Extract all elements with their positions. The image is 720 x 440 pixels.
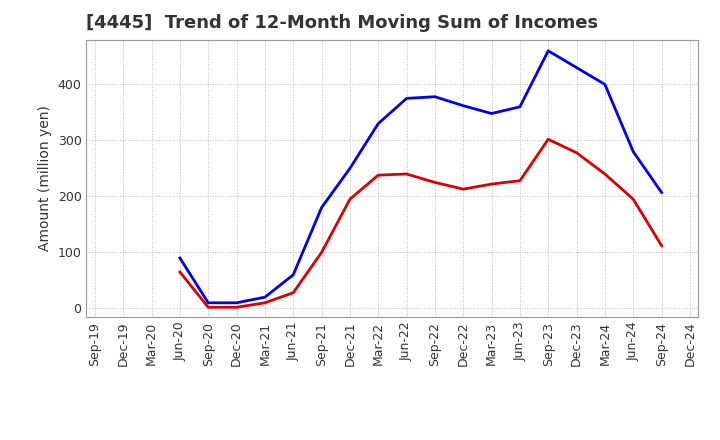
Net Income	[318, 250, 326, 255]
Line: Ordinary Income: Ordinary Income	[180, 51, 662, 303]
Net Income	[374, 172, 382, 178]
Net Income	[600, 171, 609, 176]
Net Income	[402, 171, 411, 176]
Ordinary Income	[318, 205, 326, 210]
Ordinary Income	[431, 94, 439, 99]
Net Income	[261, 300, 269, 305]
Ordinary Income	[289, 272, 297, 278]
Ordinary Income	[459, 103, 467, 108]
Y-axis label: Amount (million yen): Amount (million yen)	[38, 105, 52, 251]
Ordinary Income	[204, 300, 212, 305]
Ordinary Income	[544, 48, 552, 53]
Ordinary Income	[402, 96, 411, 101]
Net Income	[572, 150, 581, 155]
Net Income	[487, 181, 496, 187]
Line: Net Income: Net Income	[180, 139, 662, 307]
Net Income	[289, 290, 297, 295]
Net Income	[431, 180, 439, 185]
Net Income	[346, 197, 354, 202]
Net Income	[657, 243, 666, 248]
Ordinary Income	[346, 166, 354, 171]
Ordinary Income	[176, 255, 184, 260]
Ordinary Income	[516, 104, 524, 110]
Net Income	[176, 269, 184, 275]
Ordinary Income	[629, 149, 637, 154]
Ordinary Income	[374, 121, 382, 126]
Net Income	[459, 187, 467, 192]
Ordinary Income	[487, 111, 496, 116]
Net Income	[516, 178, 524, 183]
Net Income	[544, 137, 552, 142]
Net Income	[629, 197, 637, 202]
Net Income	[233, 304, 241, 310]
Net Income	[204, 304, 212, 310]
Ordinary Income	[233, 300, 241, 305]
Ordinary Income	[600, 82, 609, 87]
Ordinary Income	[261, 294, 269, 300]
Text: [4445]  Trend of 12-Month Moving Sum of Incomes: [4445] Trend of 12-Month Moving Sum of I…	[86, 15, 598, 33]
Ordinary Income	[572, 65, 581, 70]
Ordinary Income	[657, 190, 666, 195]
